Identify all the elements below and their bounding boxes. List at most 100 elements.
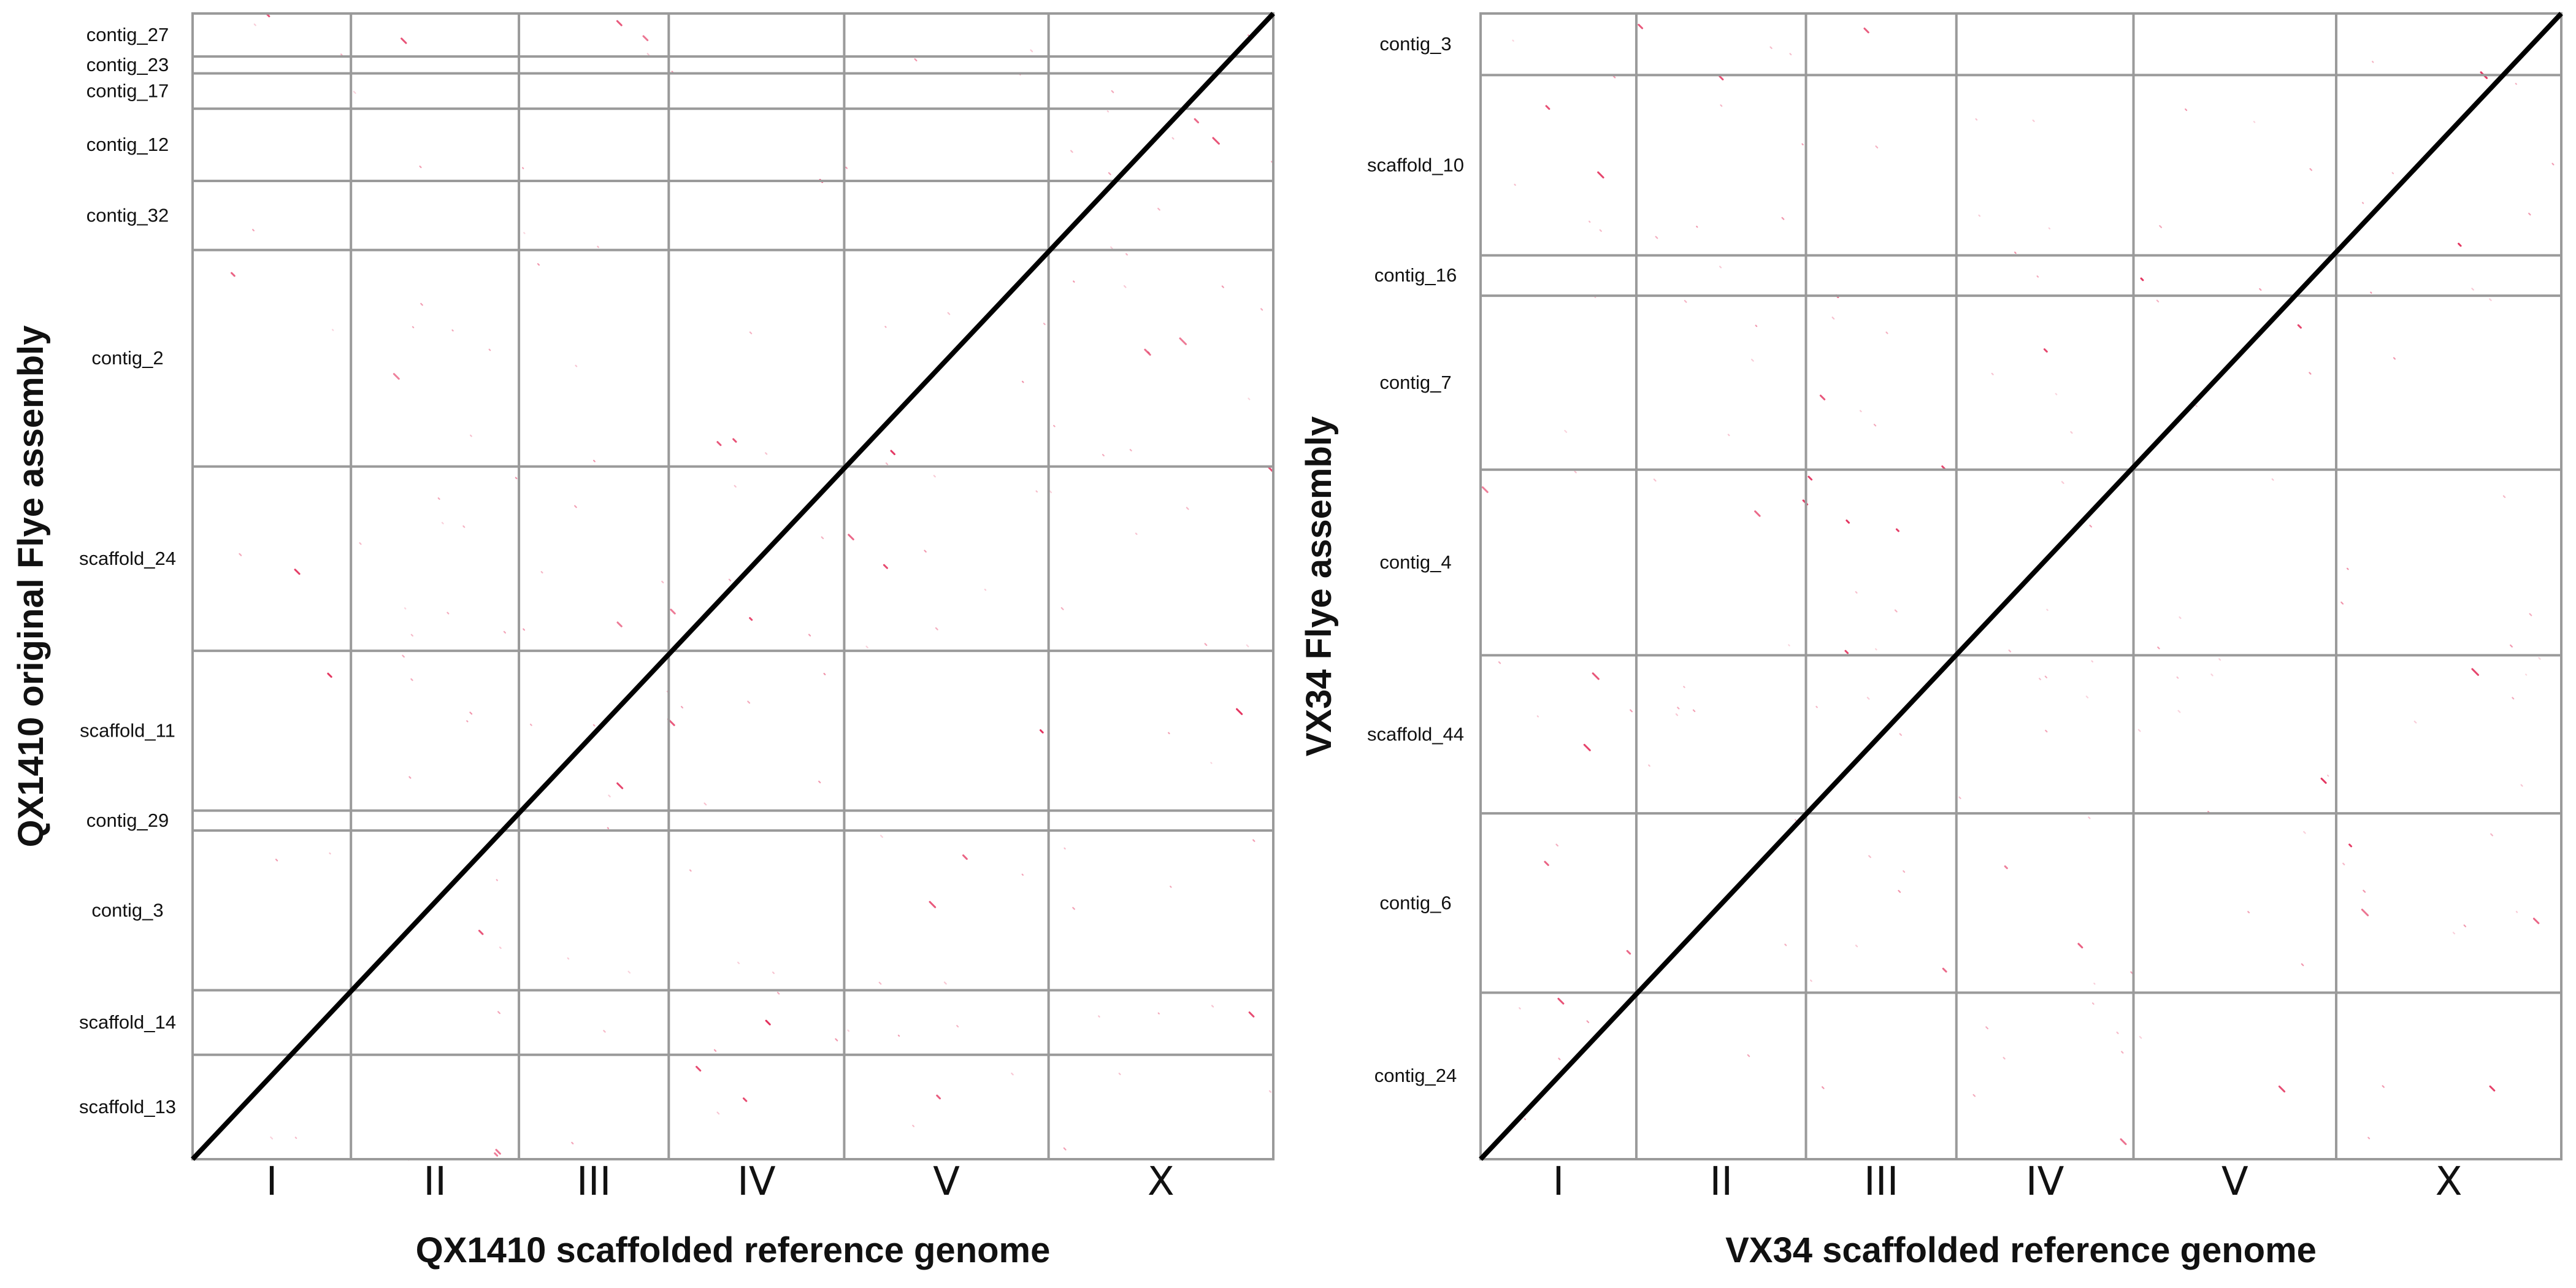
secondary-hit — [2297, 324, 2302, 329]
secondary-hit — [2382, 1085, 2385, 1088]
secondary-hit — [642, 35, 649, 42]
secondary-hit — [462, 525, 466, 528]
secondary-hit — [2471, 288, 2474, 291]
secondary-hit — [848, 534, 854, 540]
secondary-hit — [2077, 943, 2083, 949]
contig-label: contig_24 — [1374, 1065, 1457, 1086]
secondary-hit — [765, 1019, 771, 1025]
secondary-hit — [1157, 207, 1160, 211]
secondary-hit — [1655, 236, 1658, 239]
secondary-hit — [1583, 743, 1591, 751]
secondary-hit — [1248, 1011, 1255, 1018]
secondary-hit — [1597, 171, 1604, 178]
secondary-hit — [1481, 486, 1489, 493]
secondary-hit — [1064, 847, 1066, 850]
secondary-hit — [865, 645, 868, 649]
secondary-hit — [393, 373, 400, 380]
secondary-hit — [1719, 266, 1722, 269]
contig-label: scaffold_24 — [79, 548, 176, 569]
secondary-hit — [402, 654, 405, 658]
secondary-hit — [1135, 532, 1138, 535]
secondary-hit — [943, 981, 947, 985]
secondary-hit — [2093, 983, 2096, 985]
secondary-hit — [1586, 1020, 1590, 1024]
secondary-hit — [2320, 777, 2327, 784]
secondary-hit — [410, 678, 413, 681]
secondary-hit — [353, 91, 356, 94]
secondary-hit — [1675, 713, 1679, 716]
secondary-hit — [1781, 217, 1785, 220]
secondary-hit — [845, 166, 848, 169]
secondary-hit — [1268, 466, 1274, 472]
secondary-hit — [2157, 646, 2160, 650]
secondary-hit — [441, 521, 444, 524]
secondary-hit — [2471, 668, 2479, 676]
secondary-hit — [742, 1097, 748, 1102]
left-dotplot-panel: contig_27 contig_23 contig_17 contig_12cont… — [11, 12, 1275, 1270]
secondary-hit — [1236, 708, 1243, 715]
secondary-hit — [2538, 657, 2541, 660]
secondary-hit — [984, 588, 987, 591]
secondary-hit — [670, 608, 676, 615]
secondary-hit — [1102, 454, 1105, 457]
secondary-hit — [2458, 242, 2462, 247]
secondary-hit — [616, 621, 623, 627]
secondary-hit — [275, 859, 278, 862]
contig-label: contig_3 — [91, 899, 163, 921]
secondary-hit — [929, 900, 937, 908]
secondary-hit — [1899, 733, 1903, 736]
contig-label: scaffold_44 — [1367, 723, 1464, 745]
secondary-hit — [1807, 475, 1813, 481]
secondary-hit — [680, 705, 684, 709]
secondary-hit — [2367, 1137, 2371, 1140]
secondary-hit — [1204, 643, 1208, 646]
contig-label: scaffold_14 — [79, 1011, 176, 1033]
secondary-hit — [936, 1094, 941, 1100]
secondary-hit — [497, 1011, 500, 1014]
plot-frame — [191, 12, 1275, 1160]
secondary-hit — [1895, 528, 1899, 532]
secondary-hit — [2413, 720, 2417, 724]
secondary-hit — [567, 957, 570, 960]
y-axis-title: QX1410 original Flye assembly — [11, 325, 51, 847]
chromosome-label: V — [933, 1159, 960, 1205]
secondary-hit — [340, 53, 343, 56]
secondary-hit — [1564, 429, 1568, 433]
contig-label: scaffold_10 — [1367, 154, 1464, 175]
secondary-hit — [1942, 967, 1947, 973]
secondary-hit — [2004, 865, 2008, 870]
secondary-hit — [1144, 348, 1151, 356]
secondary-hit — [1498, 661, 1501, 664]
secondary-hit — [270, 1136, 274, 1140]
secondary-hit — [2551, 163, 2555, 166]
secondary-hit — [1555, 843, 1558, 847]
secondary-hit — [469, 711, 473, 715]
secondary-hit — [808, 634, 811, 637]
secondary-hit — [603, 1030, 606, 1033]
secondary-hit — [1844, 650, 1849, 654]
secondary-hit — [537, 263, 540, 266]
secondary-hit — [2342, 862, 2345, 865]
secondary-hit — [2039, 678, 2041, 681]
secondary-hit — [1648, 764, 1650, 767]
secondary-hit — [294, 569, 301, 575]
secondary-hit — [2529, 613, 2532, 616]
secondary-hit — [1810, 979, 1812, 982]
secondary-hit — [1894, 609, 1898, 613]
chromosome-label: IV — [737, 1159, 776, 1205]
secondary-hit — [253, 23, 256, 26]
secondary-hit — [1070, 150, 1073, 153]
secondary-hit — [495, 1149, 501, 1155]
secondary-hit — [713, 1049, 717, 1052]
secondary-hit — [2303, 830, 2306, 834]
secondary-hit — [1072, 907, 1075, 910]
secondary-hit — [716, 1111, 720, 1115]
secondary-hit — [1545, 105, 1551, 110]
contig-label: contig_3 — [1379, 33, 1451, 55]
secondary-hit — [2348, 843, 2353, 848]
secondary-hit — [716, 441, 722, 447]
secondary-hit — [2043, 348, 2048, 353]
contig-label: contig_6 — [1379, 892, 1451, 913]
secondary-hit — [2489, 298, 2492, 301]
secondary-hit — [1512, 39, 1514, 42]
